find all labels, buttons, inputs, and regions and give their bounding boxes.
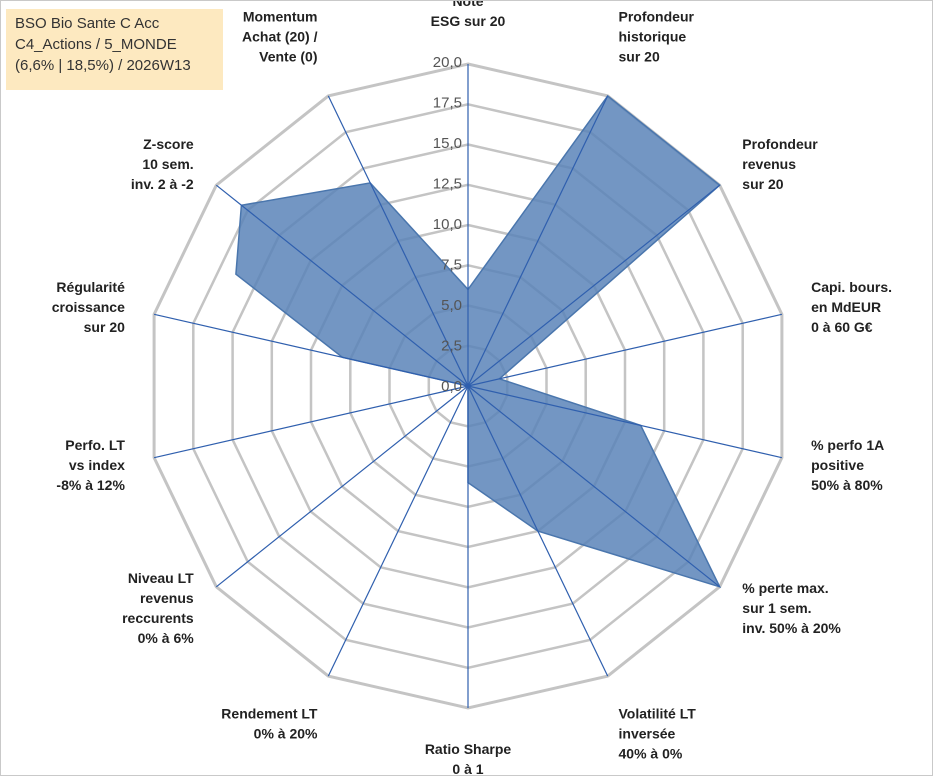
axis-label-line: -8% à 12%	[56, 477, 125, 493]
axis-label-line: 0 à 60 G€	[811, 319, 873, 335]
axis-label: Volatilité LT inversée 40% à 0%	[619, 706, 697, 762]
axis-spoke	[215, 385, 469, 588]
axis-label-line: Z-score	[143, 136, 194, 152]
axis-label: Profondeur historique sur 20	[619, 8, 695, 64]
axis-label-line: 0 à 1	[452, 761, 483, 775]
axis-label-line: reccurents	[122, 610, 194, 626]
axis-label-line: Profondeur	[742, 136, 818, 152]
axis-label-line: Vente (0)	[259, 48, 317, 64]
tick-label: 5,0	[441, 297, 462, 314]
axis-label: % perte max. sur 1 sem. inv. 50% à 20%	[742, 580, 841, 636]
axis-label-line: historique	[619, 28, 687, 44]
tick-label: 7,5	[441, 257, 462, 274]
axis-label: Z-score 10 sem. inv. 2 à -2	[131, 136, 194, 192]
axis-label-line: Achat (20) /	[242, 28, 318, 44]
axis-spoke	[467, 313, 783, 387]
axis-spoke	[327, 385, 469, 677]
axis-label: Ratio Sharpe 0 à 1	[425, 741, 512, 775]
tick-label: 12,5	[433, 176, 462, 193]
title-line-2: C4_Actions / 5_MONDE	[15, 36, 177, 53]
axis-spoke	[153, 313, 469, 387]
axis-label: Niveau LT revenus reccurents 0% à 6%	[122, 570, 194, 646]
tick-label: 10,0	[433, 216, 462, 233]
axis-label-line: en MdEUR	[811, 299, 881, 315]
axis-label-line: Rendement LT	[221, 706, 318, 722]
axis-label-line: inv. 2 à -2	[131, 176, 194, 192]
axis-label-line: Momentum	[243, 8, 318, 24]
axis-label-line: 10 sem.	[142, 156, 193, 172]
data-series-area	[235, 94, 722, 589]
axis-label: % perfo 1A positive 50% à 80%	[811, 437, 884, 493]
axis-label-line: % perte max.	[742, 580, 828, 596]
axis-label-line: sur 20	[742, 176, 783, 192]
axis-label-line: revenus	[140, 590, 194, 606]
title-line-1: BSO Bio Sante C Acc	[15, 15, 160, 32]
axis-label: Profondeur revenus sur 20	[742, 136, 818, 192]
axis-label-line: inv. 50% à 20%	[742, 620, 841, 636]
axis-spoke	[467, 385, 609, 677]
axis-label-line: sur 20	[619, 48, 660, 64]
axis-label-line: 0% à 20%	[254, 726, 318, 742]
tick-label: 2,5	[441, 338, 462, 355]
axis-label-line: vs index	[69, 457, 125, 473]
axis-label-line: sur 1 sem.	[742, 600, 811, 616]
axis-spoke	[467, 385, 721, 588]
axis-label-line: revenus	[742, 156, 796, 172]
axis-label-line: 40% à 0%	[619, 746, 683, 762]
axis-label-line: Ratio Sharpe	[425, 741, 512, 757]
title-line-3: (6,6% | 18,5%) / 2026W13	[15, 57, 191, 74]
axis-label-line: Niveau LT	[128, 570, 194, 586]
axis-label-line: positive	[811, 457, 864, 473]
axis-label-line: Profondeur	[619, 8, 695, 24]
axis-spoke	[153, 385, 469, 459]
tick-label: 15,0	[433, 135, 462, 152]
axis-spoke	[467, 184, 721, 387]
tick-label: 0,0	[441, 378, 462, 395]
axis-label: Momentum Achat (20) / Vente (0)	[242, 8, 318, 64]
axis-spoke	[215, 184, 469, 387]
axis-label-line: Volatilité LT	[619, 706, 697, 722]
axis-label: Régularité croissance sur 20	[52, 279, 125, 335]
axis-label-line: Régularité	[56, 279, 125, 295]
axis-label: Rendement LT 0% à 20%	[221, 706, 318, 742]
tick-label: 17,5	[433, 95, 462, 112]
axis-label-line: croissance	[52, 299, 125, 315]
axis-label: Capi. bours. en MdEUR 0 à 60 G€	[811, 279, 892, 335]
axis-label-line: Note	[452, 1, 483, 9]
axis-label: Perfo. LT vs index -8% à 12%	[56, 437, 125, 493]
axis-label-line: 0% à 6%	[138, 630, 195, 646]
chart-title-box: BSO Bio Sante C Acc C4_Actions / 5_MONDE…	[6, 9, 223, 90]
axis-spoke	[467, 385, 783, 459]
axis-spoke	[327, 95, 469, 387]
axis-label-line: ESG sur 20	[431, 13, 506, 29]
axis-label-line: Perfo. LT	[65, 437, 125, 453]
axis-label-line: sur 20	[84, 319, 125, 335]
axis-label-line: % perfo 1A	[811, 437, 884, 453]
axis-label-line: 50% à 80%	[811, 477, 883, 493]
axis-spoke	[467, 95, 609, 387]
tick-label: 20,0	[433, 54, 462, 71]
axis-label-line: inversée	[619, 726, 676, 742]
axis-label: Note ESG sur 20	[431, 1, 506, 29]
axis-label-line: Capi. bours.	[811, 279, 892, 295]
